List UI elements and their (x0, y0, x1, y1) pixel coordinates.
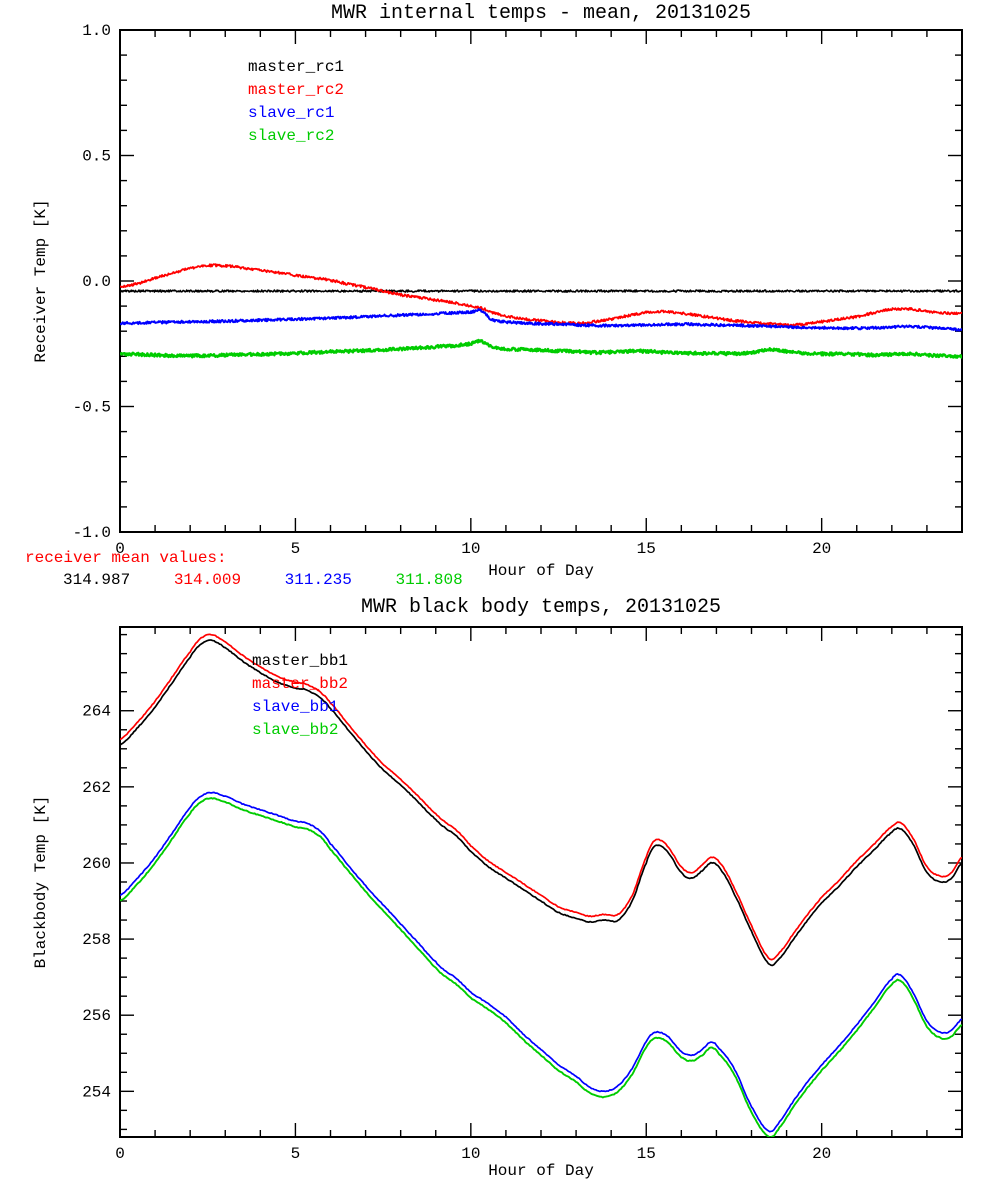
legend-item-slave-bb1: slave_bb1 (252, 698, 339, 716)
chart2-title: MWR black body temps, 20131025 (360, 596, 722, 619)
tick-label: 260 (82, 855, 111, 873)
chart1-yaxis-label: Receiver Temp [K] (32, 199, 50, 363)
mean-value-slave-rc1: 311.235 (284, 571, 352, 589)
tick-label: 0.0 (82, 273, 111, 291)
chart2-yaxis-label: Blackbody Temp [K] (32, 795, 50, 969)
mean-value-master-rc1: 314.987 (63, 571, 131, 589)
legend-item-master-rc2: master_rc2 (248, 81, 345, 99)
tick-label: 10 (461, 1145, 480, 1163)
legend-item-slave-rc1: slave_rc1 (248, 104, 335, 122)
tick-label: 15 (637, 1145, 656, 1163)
tick-label: 264 (82, 703, 111, 721)
mean-value-master-rc2: 314.009 (173, 571, 242, 589)
tick-label: 0 (115, 540, 125, 558)
series-slave_rc2 (120, 338, 962, 359)
series-master_rc1 (120, 289, 962, 293)
tick-label: 10 (461, 540, 480, 558)
tick-label: 20 (812, 540, 831, 558)
tick-label: -1.0 (73, 524, 111, 542)
receiver-mean-values-row: 314.987 314.009 311.235 311.808 (63, 571, 497, 589)
chart-1: 0 5 10 15 20 254 256 258 260 262 264 (82, 626, 963, 1163)
tick-label: 15 (637, 540, 656, 558)
chart-0: 0 5 10 15 20 -1.0 -0.5 0.0 0.5 1.0 (73, 22, 963, 558)
series-slave_bb2 (120, 797, 962, 1137)
legend-item-slave-bb2: slave_bb2 (252, 721, 339, 739)
tick-label: 5 (291, 1145, 301, 1163)
tick-label: 5 (291, 540, 301, 558)
legend-item-master-rc1: master_rc1 (248, 58, 345, 76)
tick-label: 258 (82, 931, 111, 949)
mean-value-slave-rc2: 311.808 (395, 571, 463, 589)
chart2-legend: master_bb1 master_bb2 slave_bb1 slave_bb… (252, 650, 348, 742)
series-slave_bb1 (120, 791, 962, 1133)
series-slave_rc1 (120, 308, 962, 332)
series-master_bb1 (120, 639, 962, 967)
tick-label: 0 (115, 1145, 125, 1163)
chart1-legend: master_rc1 master_rc2 slave_rc1 slave_rc… (248, 56, 344, 148)
receiver-mean-values-label: receiver mean values: (25, 549, 227, 567)
tick-label: 254 (82, 1083, 111, 1101)
tick-label: 0.5 (82, 148, 111, 166)
chart2-xaxis-label: Hour of Day (488, 1162, 594, 1180)
series-master_bb2 (120, 633, 962, 961)
series-master_rc2 (120, 263, 962, 327)
tick-label: 256 (82, 1007, 111, 1025)
plot-frame (119, 29, 963, 533)
legend-item-master-bb2: master_bb2 (252, 675, 349, 693)
tick-label: 1.0 (82, 22, 111, 40)
legend-item-master-bb1: master_bb1 (252, 652, 349, 670)
chart1-xaxis-label: Hour of Day (488, 562, 594, 580)
legend-item-slave-rc2: slave_rc2 (248, 127, 335, 145)
tick-label: -0.5 (73, 399, 111, 417)
tick-label: 20 (812, 1145, 831, 1163)
plot-frame (119, 626, 963, 1138)
chart1-title: MWR internal temps - mean, 20131025 (330, 2, 752, 25)
tick-label: 262 (82, 779, 111, 797)
